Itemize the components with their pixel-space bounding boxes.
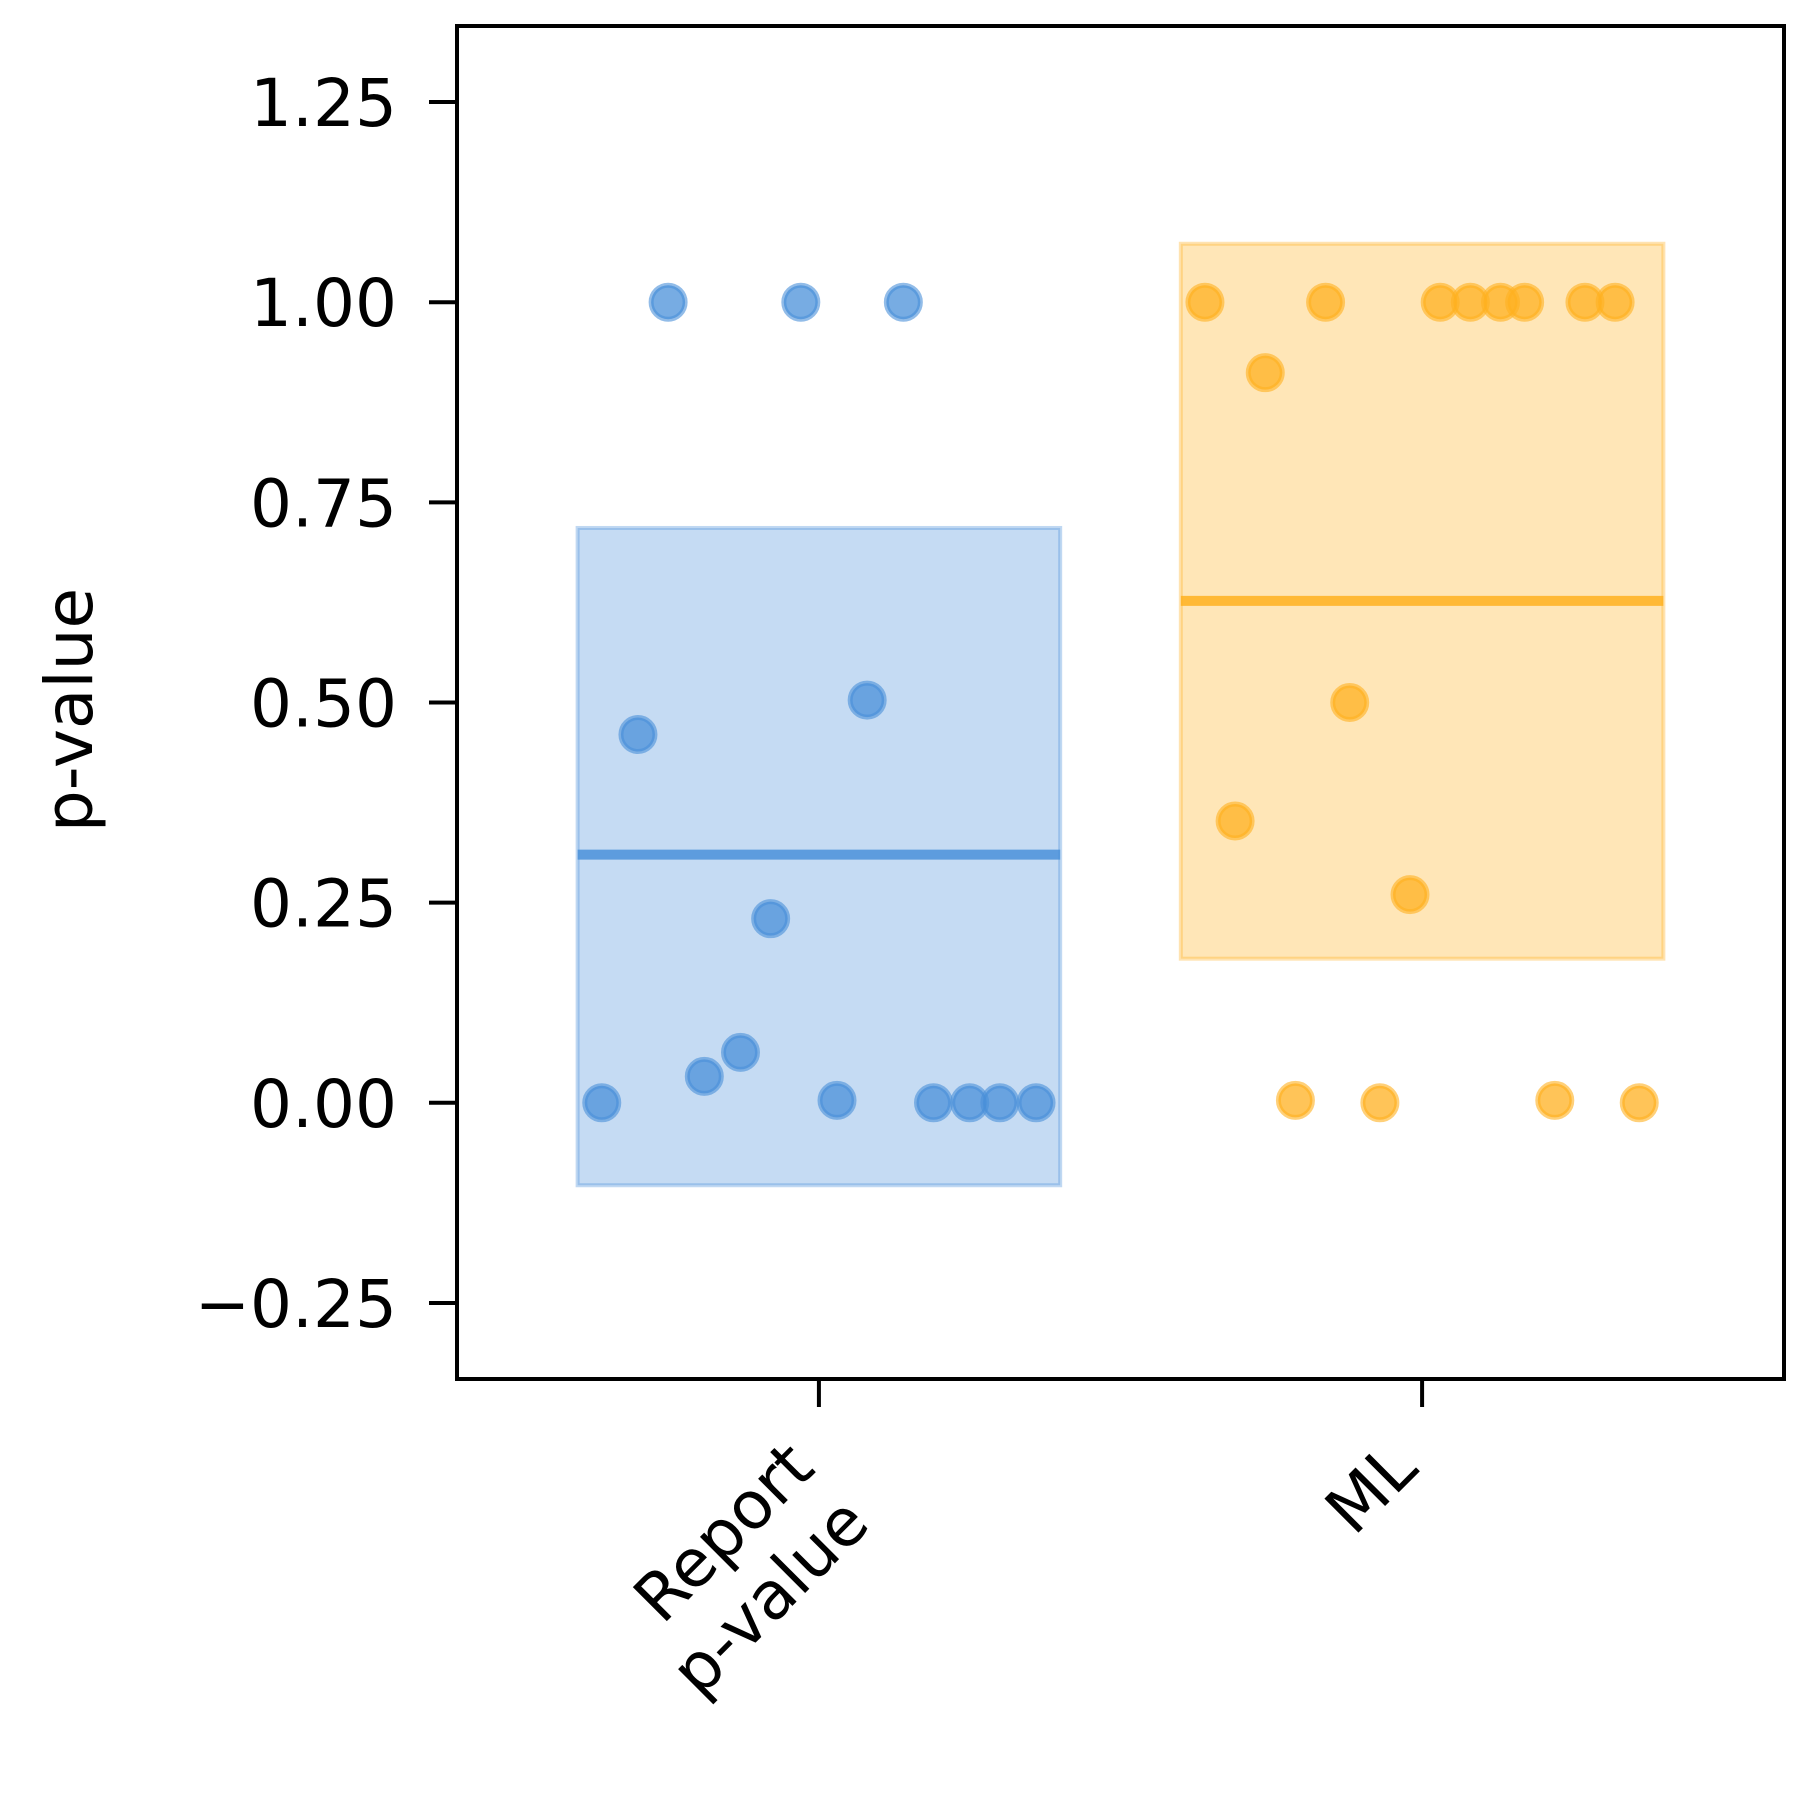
y-tick-label: 1.25	[250, 65, 397, 142]
data-point-0-0	[582, 1083, 622, 1123]
data-point-1-12	[1535, 1080, 1575, 1120]
data-point-0-10	[914, 1083, 954, 1123]
data-point-0-3	[684, 1056, 724, 1096]
data-point-0-2	[648, 282, 688, 322]
data-point-0-9	[883, 282, 923, 322]
mean-lines	[577, 595, 1664, 860]
data-point-1-0	[1185, 282, 1225, 322]
y-tick-label: −0.25	[195, 1266, 397, 1343]
data-point-0-1	[618, 715, 658, 755]
data-point-0-8	[847, 680, 887, 720]
y-axis-title: p-value	[31, 588, 108, 832]
data-point-0-13	[1016, 1083, 1056, 1123]
y-tick-label: 1.00	[250, 265, 397, 342]
data-point-1-7	[1390, 875, 1430, 915]
x-tick-label: ML	[1311, 1428, 1432, 1549]
data-point-0-4	[720, 1032, 760, 1072]
x-tick-label-line: ML	[1311, 1428, 1432, 1549]
y-axis: −0.25 0.00 0.25 0.50 0.75 1.00 1.25	[195, 65, 457, 1343]
data-point-1-6	[1360, 1083, 1400, 1123]
data-point-1-5	[1330, 683, 1370, 722]
data-point-1-1	[1215, 801, 1255, 841]
y-tick-label: 0.50	[250, 666, 397, 743]
data-point-0-6	[781, 282, 821, 322]
data-point-1-15	[1619, 1083, 1659, 1123]
data-point-1-11	[1505, 282, 1545, 322]
y-tick-label: 0.25	[250, 866, 397, 943]
data-points	[582, 282, 1659, 1123]
data-point-1-4	[1306, 282, 1346, 322]
x-tick-label: Reportp-value	[601, 1428, 883, 1710]
data-point-0-12	[980, 1083, 1020, 1123]
x-axis: Reportp-value ML	[601, 1379, 1432, 1710]
data-point-0-7	[817, 1080, 857, 1120]
data-point-0-5	[751, 899, 791, 939]
data-point-1-2	[1245, 353, 1285, 393]
y-tick-label: 0.75	[250, 465, 397, 542]
data-point-1-14	[1595, 282, 1635, 322]
y-tick-label: 0.00	[250, 1066, 397, 1143]
data-point-1-3	[1275, 1080, 1315, 1120]
